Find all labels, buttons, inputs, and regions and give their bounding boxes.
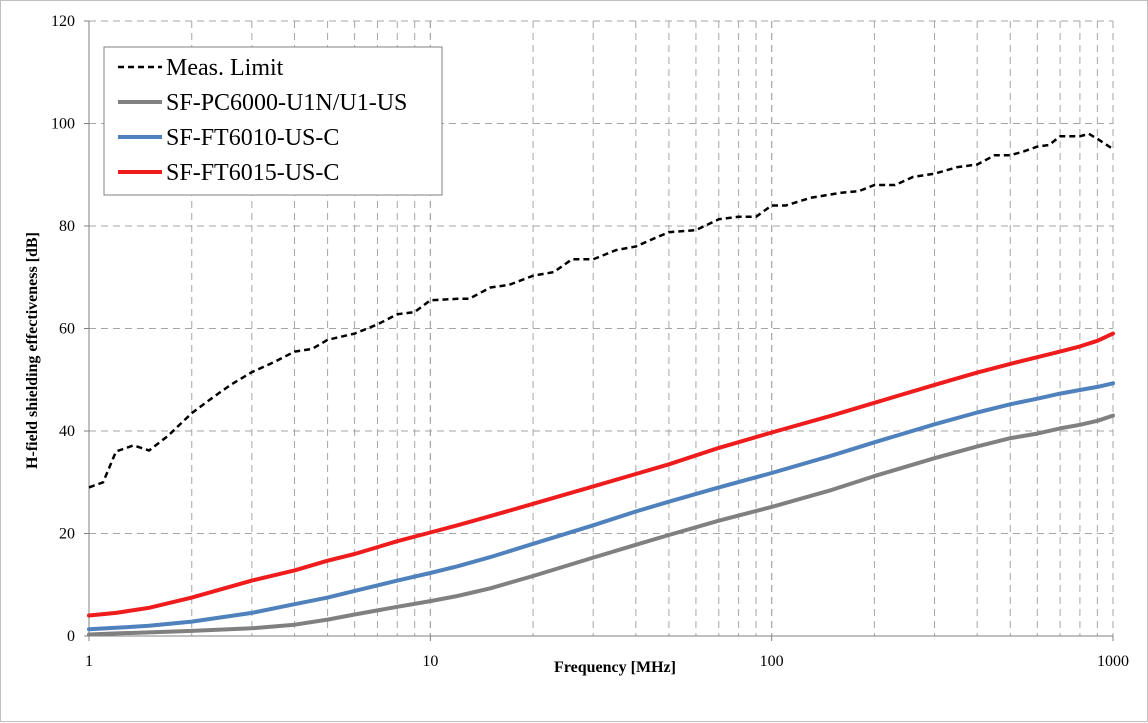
series-lines [87, 132, 1115, 637]
series-line [87, 381, 1115, 632]
legend: Meas. Limit SF-PC6000-U1N/U1-US SF-FT6010-… [103, 46, 443, 196]
series-line [88, 132, 1114, 489]
y-tick-label: 0 [67, 628, 75, 645]
series-line [87, 413, 1115, 637]
legend-label: Meas. Limit [166, 55, 284, 81]
axes [84, 20, 1114, 641]
x-tick-label: 100 [760, 653, 784, 670]
y-tick-label: 40 [59, 423, 75, 440]
legend-label: SF-PC6000-U1N/U1-US [166, 90, 407, 116]
x-axis-title: Frequency [MHz] [554, 659, 676, 676]
legend-label: SF-FT6015-US-C [166, 160, 339, 186]
series-line [87, 331, 1115, 618]
y-axis-title: H-field shielding effectiveness [dB] [24, 232, 41, 469]
legend-label: SF-FT6010-US-C [166, 125, 339, 151]
y-tick-label: 100 [51, 116, 75, 133]
x-tick-label: 1 [85, 653, 93, 670]
y-tick-label: 80 [59, 218, 75, 235]
legend-box [103, 46, 443, 196]
y-tick-label: 20 [59, 526, 75, 543]
x-tick-label: 1000 [1097, 653, 1129, 670]
x-tick-label: 10 [422, 653, 438, 670]
y-tick-label: 120 [51, 13, 75, 30]
y-tick-label: 60 [59, 321, 75, 338]
